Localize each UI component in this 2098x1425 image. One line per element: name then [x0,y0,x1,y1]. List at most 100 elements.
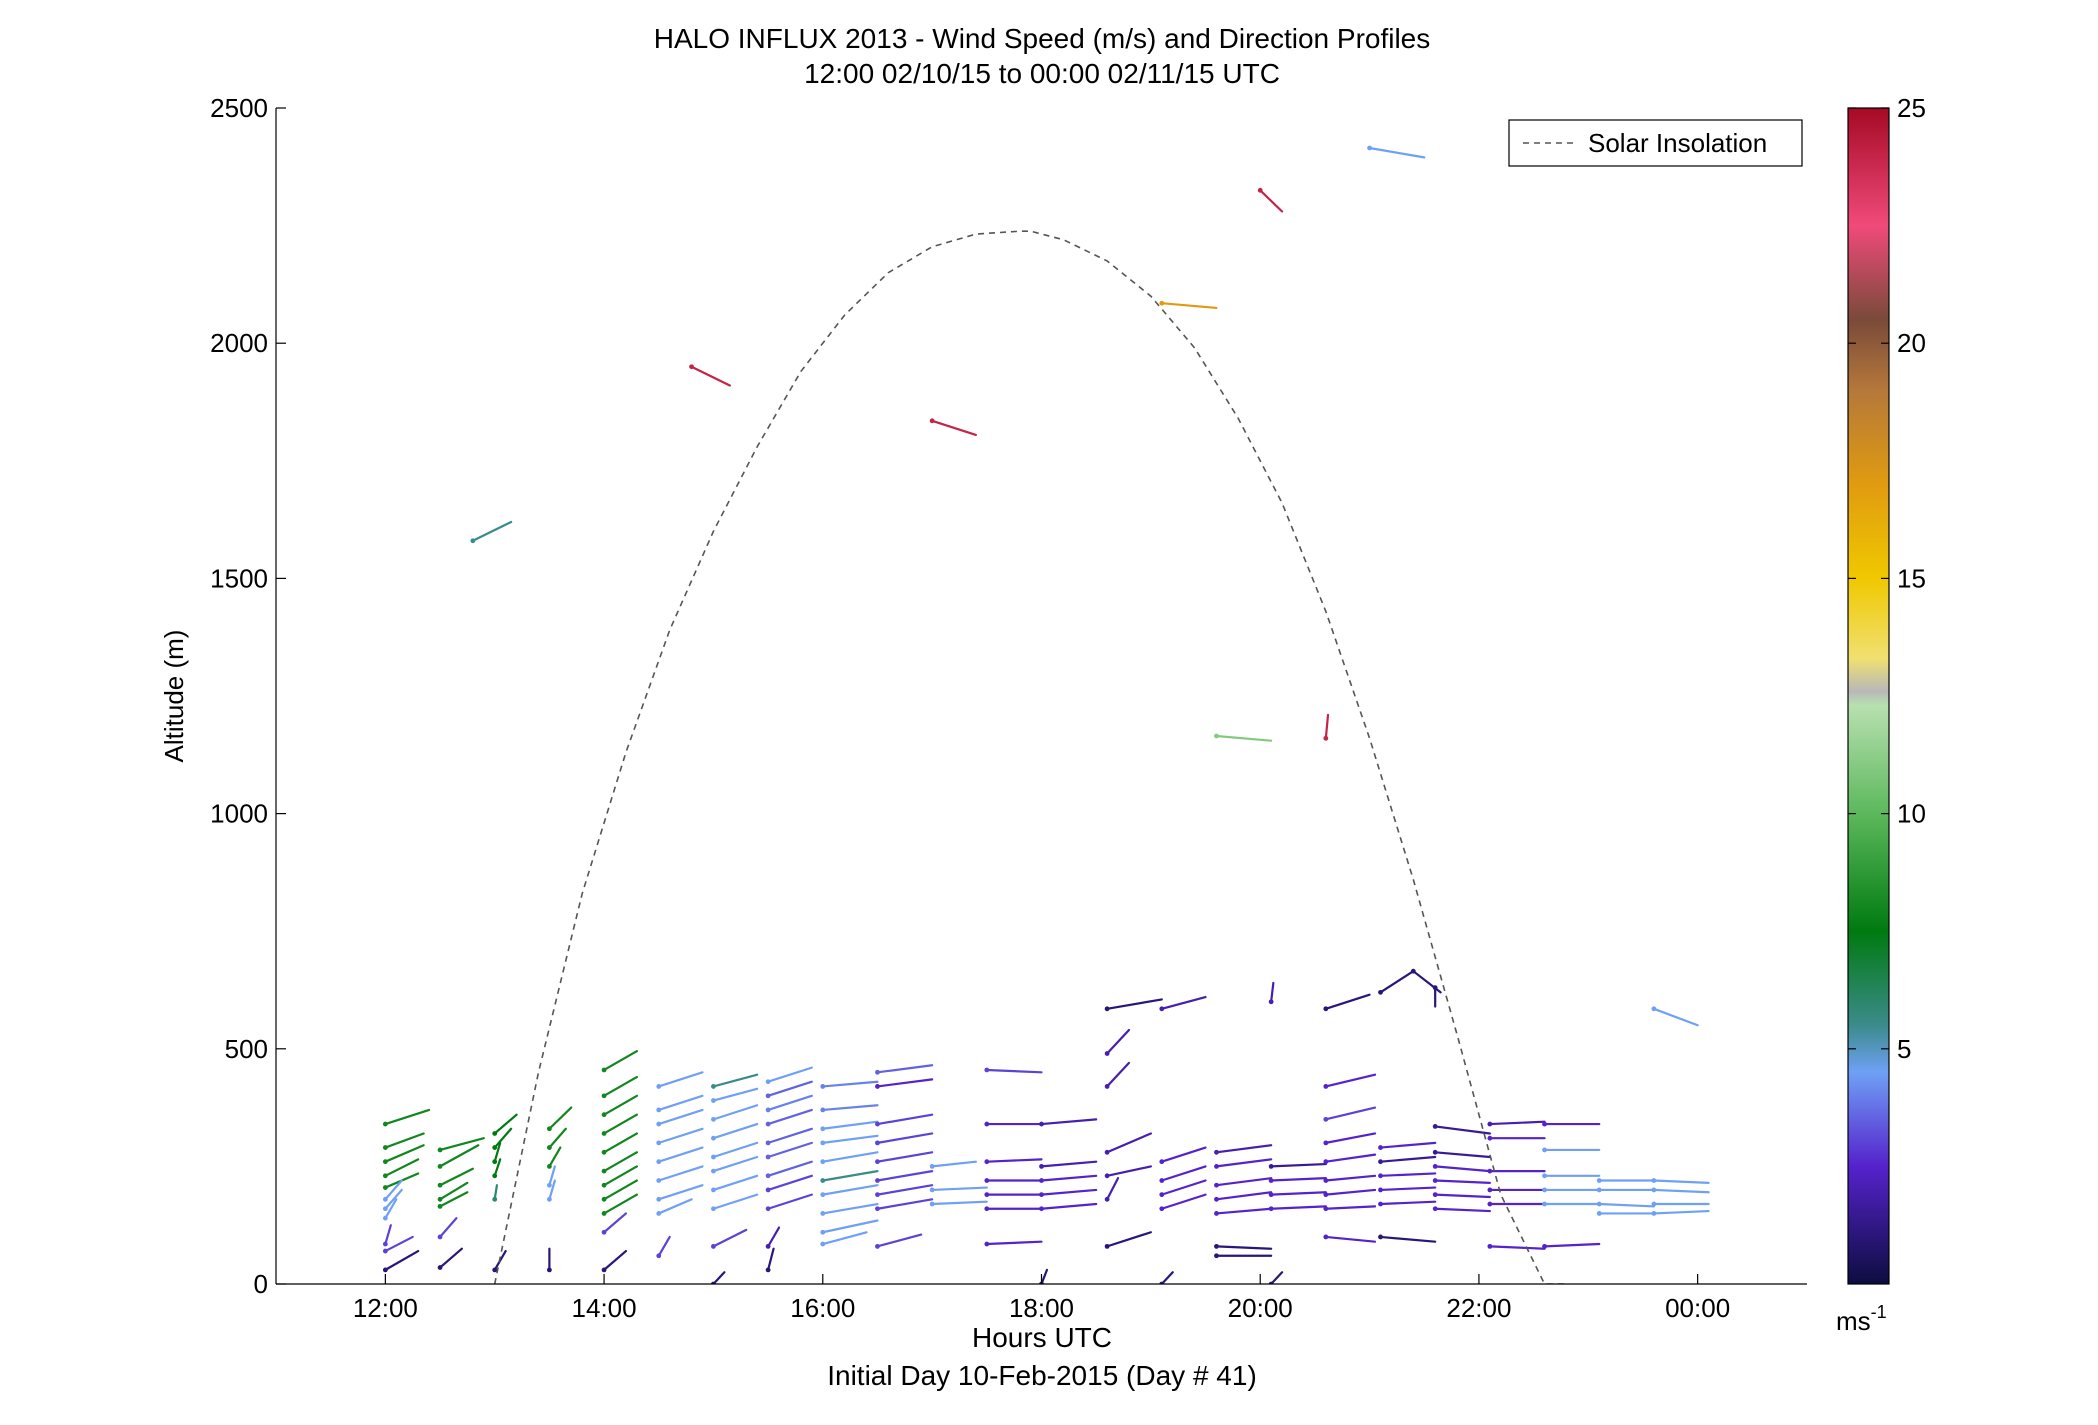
wind-vector [876,1198,934,1210]
wind-vector-origin [765,1187,771,1193]
wind-vector-origin [984,1192,990,1198]
wind-vector [602,1094,638,1116]
wind-vector [1160,1193,1207,1210]
wind-vector-origin [656,1121,662,1127]
wind-vector-origin [437,1265,443,1270]
wind-vector-origin [765,1206,771,1212]
wind-vector-origin [601,1131,607,1136]
wind-vector-origin [1268,1178,1274,1183]
wind-vector [712,1087,759,1102]
y-tick-label: 1500 [210,563,268,593]
wind-vector-origin [1542,1121,1547,1127]
wind-vector-origin [1487,1201,1493,1207]
x-axis-sublabel: Initial Day 10-Feb-2015 (Day # 41) [827,1360,1257,1391]
wind-vector-origin [1651,1211,1657,1216]
wind-vector-origin [1542,1243,1547,1249]
wind-vector [1598,1202,1656,1208]
wind-vector [471,520,513,542]
wind-vector [602,1193,638,1215]
wind-vector [767,1141,813,1159]
wind-vector-origin [820,1084,826,1089]
wind-vector [1215,1245,1273,1250]
wind-vector-origin [1214,1149,1219,1155]
wind-vector-origin [546,1145,552,1150]
wind-vector-origin [1596,1201,1602,1207]
wind-vector-origin [929,418,935,424]
wind-vector [1488,1120,1546,1126]
wind-vector [657,1198,693,1215]
wind-vector [493,1141,502,1163]
wind-vector-origin [1104,1173,1110,1179]
wind-vector-origin [1214,1182,1219,1188]
wind-vector-origin [1323,1178,1329,1183]
wind-vector [767,1193,813,1210]
wind-vector [931,1186,988,1192]
wind-vector-origin [711,1098,716,1103]
wind-vector-origin [1104,1006,1110,1012]
wind-vector [712,1141,759,1159]
wind-vector [712,1228,748,1248]
wind-vector [821,1219,879,1234]
wind-vector [438,1167,474,1187]
wind-vector-origin [820,1159,826,1165]
legend: Solar Insolation [1508,119,1803,167]
wind-vector [767,1127,813,1144]
wind-vector [1270,1162,1327,1168]
wind-vector-origin [382,1145,388,1150]
y-axis-label: Altitude (m) [159,630,189,763]
colorbar: 5 10 15 20 25 ms-1 [1836,93,1926,1336]
wind-vector [438,1137,485,1152]
wind-vector-origin [711,1243,716,1249]
wind-vector [493,1113,518,1135]
wind-vector [1040,1160,1098,1168]
wind-vector-origin [1159,1192,1165,1198]
chart-title: HALO INFLUX 2013 - Wind Speed (m/s) and … [654,23,1431,54]
wind-vector [548,1179,556,1201]
wind-vector-origin [984,1067,990,1073]
wind-vector [384,1188,403,1210]
solar-insolation-curve [493,230,1567,1284]
wind-vector-origin [1104,1196,1110,1202]
wind-vector [985,1068,1043,1074]
wind-vector [1379,1141,1437,1149]
wind-vector [1215,734,1273,742]
wind-vector [1324,1205,1377,1210]
wind-vector-origin [1159,1178,1165,1183]
wind-vector [1368,146,1426,159]
wind-vector [1488,1245,1546,1250]
wind-vector-origin [711,1168,716,1174]
wind-vector-origin [1487,1187,1493,1193]
wind-vector [1106,1061,1131,1088]
wind-vector [876,1113,934,1126]
wind-vector [1324,1174,1377,1182]
wind-vector [1324,1235,1377,1243]
wind-vector-origin [492,1196,498,1202]
wind-vector-origin [689,364,694,370]
wind-vector [1259,189,1284,213]
wind-vector-origin [601,1267,607,1273]
wind-vector [657,1071,704,1088]
wind-vector-origin [656,1196,662,1202]
wind-vector-origin [765,1121,771,1127]
wind-vector [1379,970,1415,994]
wind-vector [602,1179,638,1201]
wind-vector-origin [1323,1159,1329,1165]
wind-vector-origin [929,1201,935,1207]
wind-vector [1270,981,1275,1003]
wind-vector [1160,302,1218,310]
wind-vector-origin [875,1084,880,1089]
wind-vector [548,1146,562,1168]
wind-vector [1324,713,1330,740]
wind-vector-origin [1159,1006,1165,1012]
colorbar-tick-label: 20 [1897,328,1926,358]
wind-vector-origin [820,1192,826,1198]
wind-vector [384,1235,414,1253]
wind-vector-origin [601,1182,607,1188]
wind-vector [712,1155,759,1173]
wind-vector [657,1165,704,1182]
wind-vector [931,419,977,437]
wind-vector [931,1200,988,1206]
wind-vector-origin [765,1154,771,1160]
wind-vector-origin [1596,1178,1602,1183]
wind-vector-origin [382,1206,388,1212]
